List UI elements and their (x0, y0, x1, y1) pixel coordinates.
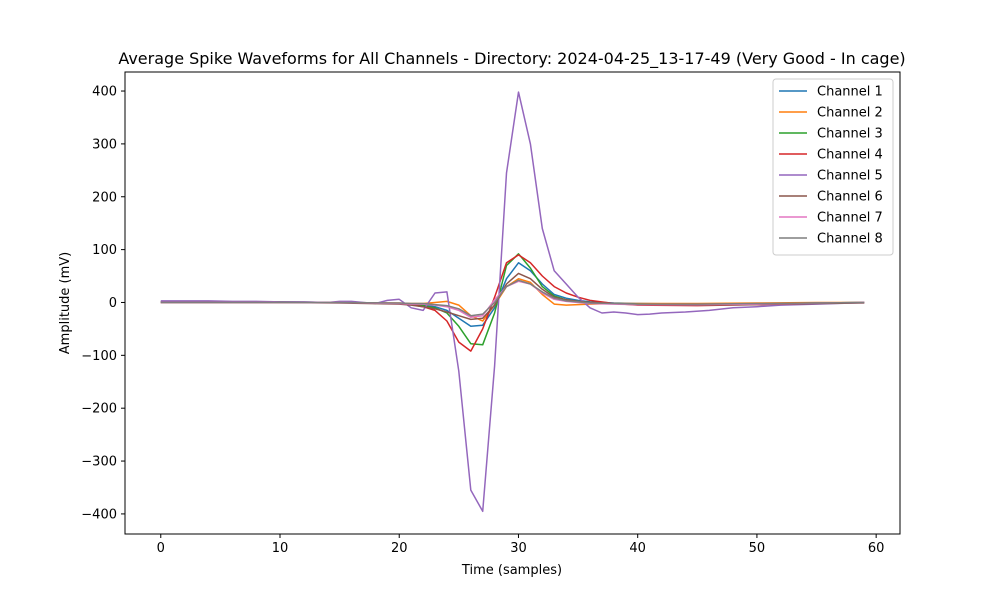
y-tick-label: 200 (92, 190, 117, 205)
y-tick-label: −300 (81, 455, 117, 470)
series-line-7 (160, 280, 865, 319)
series-line-1 (160, 262, 865, 328)
series-line-3 (160, 253, 865, 346)
series-line-6 (160, 272, 865, 321)
series-line-8 (160, 279, 865, 317)
x-tick-label: 50 (749, 541, 766, 556)
y-axis-ticks: −400 −300 −200 −100 0 100 200 300 400 (81, 85, 125, 522)
x-axis-ticks: 0 10 20 30 40 50 60 (157, 534, 885, 556)
legend: Channel 1 Channel 2 Channel 3 Channel 4 Chan… (772, 78, 894, 256)
series-line-2 (160, 277, 865, 322)
x-tick-label: 20 (391, 541, 408, 556)
y-tick-label: −400 (81, 507, 117, 522)
x-axis-label: Time (samples) (461, 563, 562, 578)
series-line-5 (160, 91, 865, 513)
legend-label: Channel 7 (817, 211, 883, 226)
legend-label: Channel 6 (817, 190, 883, 205)
plot-frame (124, 71, 901, 535)
x-tick-label: 60 (868, 541, 885, 556)
legend-label: Channel 2 (817, 106, 883, 121)
legend-label: Channel 8 (817, 232, 883, 247)
x-tick-label: 10 (272, 541, 289, 556)
x-tick-label: 40 (629, 541, 646, 556)
y-tick-label: 0 (109, 296, 117, 311)
plot-lines (160, 91, 865, 513)
legend-label: Channel 3 (817, 127, 883, 142)
y-tick-label: 100 (92, 243, 117, 258)
y-tick-label: −100 (81, 349, 117, 364)
y-tick-label: −200 (81, 402, 117, 417)
y-tick-label: 300 (92, 137, 117, 152)
x-tick-label: 0 (157, 541, 165, 556)
y-axis-label: Amplitude (mV) (58, 252, 73, 354)
legend-box (772, 78, 894, 256)
y-tick-label: 400 (92, 85, 117, 100)
legend-label: Channel 5 (817, 169, 883, 184)
chart-title: Average Spike Waveforms for All Channels… (118, 49, 905, 69)
x-tick-label: 30 (510, 541, 527, 556)
legend-label: Channel 1 (817, 85, 883, 100)
legend-label: Channel 4 (817, 148, 883, 163)
